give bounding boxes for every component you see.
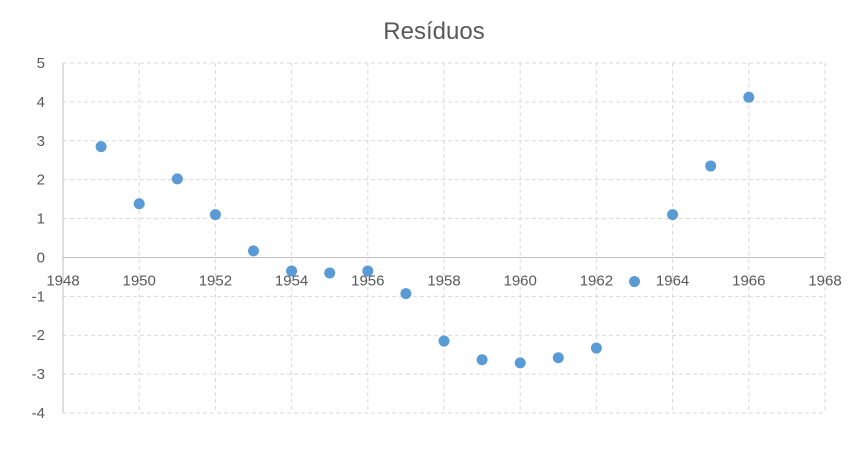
data-point	[667, 209, 679, 221]
x-tick-label: 1958	[427, 272, 460, 289]
data-point	[590, 342, 602, 354]
x-tick-label: 1960	[504, 272, 537, 289]
x-tick-label: 1954	[275, 272, 308, 289]
data-point	[209, 209, 221, 221]
y-tick-label: -3	[32, 366, 45, 383]
x-tick-label: 1952	[199, 272, 232, 289]
y-tick-label: 3	[37, 133, 45, 150]
data-point	[248, 245, 259, 257]
data-point	[362, 265, 374, 277]
x-tick-label: 1956	[351, 272, 384, 289]
data-point	[95, 141, 107, 153]
y-tick-label: 1	[37, 211, 45, 228]
y-tick-label: -2	[32, 327, 45, 344]
chart-title: Resíduos	[383, 18, 485, 45]
y-tick-label: -1	[32, 288, 45, 305]
data-point	[438, 335, 450, 347]
y-tick-label: 0	[37, 249, 45, 266]
data-point	[743, 91, 755, 103]
x-tick-label: 1964	[656, 272, 689, 289]
y-tick-label: 2	[37, 172, 45, 189]
data-point	[324, 267, 336, 279]
data-point	[400, 288, 412, 300]
y-tick-label: 5	[37, 55, 45, 72]
y-tick-label: 4	[37, 94, 45, 111]
data-point	[476, 354, 488, 366]
data-point	[552, 352, 564, 364]
x-tick-label: 1968	[808, 272, 841, 289]
data-point	[629, 276, 640, 288]
x-tick-label: 1950	[123, 272, 156, 289]
data-point	[133, 198, 145, 210]
data-point	[514, 357, 526, 369]
data-point	[286, 265, 298, 277]
x-tick-label: 1962	[580, 272, 613, 289]
data-point	[171, 173, 183, 185]
x-tick-label: 1948	[46, 272, 79, 289]
data-point	[705, 160, 717, 172]
x-tick-label: 1966	[732, 272, 765, 289]
y-tick-label: -4	[32, 405, 45, 422]
